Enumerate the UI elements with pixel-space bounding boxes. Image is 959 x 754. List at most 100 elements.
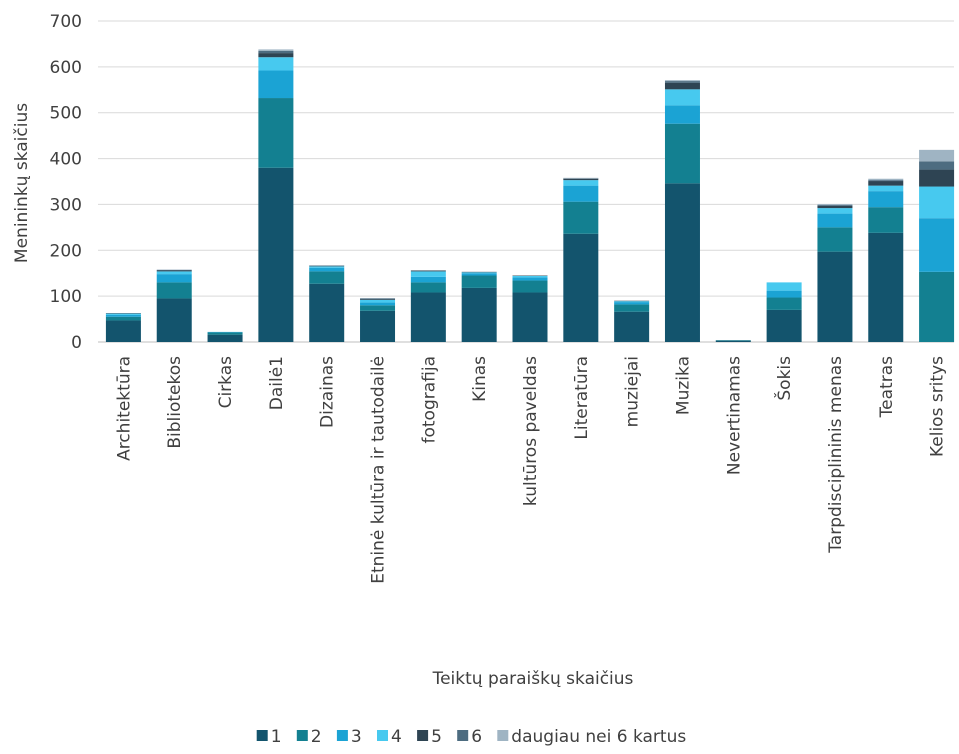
bar-segment bbox=[309, 267, 345, 272]
bar-segment bbox=[766, 297, 802, 310]
bar-segment bbox=[461, 273, 497, 276]
legend-label: daugiau nei 6 kartus bbox=[511, 727, 686, 747]
bar-segment bbox=[868, 181, 904, 186]
bar-segment bbox=[258, 98, 294, 168]
bar-segment bbox=[156, 274, 192, 283]
x-tick-label: Cirkas bbox=[216, 356, 236, 409]
x-axis-title: Teiktų paraiškų skaičius bbox=[432, 669, 634, 689]
bar-segment bbox=[664, 183, 700, 342]
bar-segment bbox=[919, 271, 955, 342]
bar-segment bbox=[868, 185, 904, 192]
bar-segment bbox=[563, 233, 599, 342]
y-tick-label: 400 bbox=[50, 150, 82, 170]
y-tick-label: 100 bbox=[50, 287, 82, 307]
bar-segment bbox=[258, 53, 294, 58]
bar-segment bbox=[360, 302, 396, 306]
x-tick-label: Teatras bbox=[877, 356, 897, 418]
bar-segment bbox=[512, 292, 548, 342]
bar-segment bbox=[207, 332, 243, 335]
bar-segment bbox=[461, 272, 497, 274]
bar-segment bbox=[614, 311, 650, 342]
bar-segment bbox=[664, 81, 700, 83]
bar-segment bbox=[817, 204, 853, 206]
bar-segment bbox=[156, 271, 192, 275]
bar-segment bbox=[868, 207, 904, 233]
bar-segment bbox=[258, 57, 294, 71]
y-tick-label: 700 bbox=[50, 12, 82, 32]
bar-segment bbox=[360, 298, 396, 300]
x-tick-label: Šokis bbox=[773, 356, 795, 401]
bar-segment bbox=[360, 305, 396, 311]
bar-segment bbox=[766, 309, 802, 342]
x-tick-label: Bibliotekos bbox=[165, 356, 185, 449]
y-axis-title: Menininkų skaičius bbox=[12, 103, 32, 263]
gridlines bbox=[98, 20, 954, 343]
x-tick-label: kultūros paveldas bbox=[521, 356, 541, 506]
x-tick-label: Etninė kultūra ir tautodailė bbox=[369, 356, 389, 584]
bar-segment bbox=[258, 167, 294, 342]
bar-segment bbox=[410, 271, 446, 277]
bars bbox=[105, 49, 955, 342]
y-tick-label: 500 bbox=[50, 104, 82, 124]
bar-segment bbox=[817, 227, 853, 252]
legend-label: 5 bbox=[431, 727, 442, 747]
bar-segment bbox=[563, 201, 599, 234]
bar-segment bbox=[512, 275, 548, 278]
bar-segment bbox=[919, 169, 955, 187]
bar-segment bbox=[868, 191, 904, 208]
bar-segment bbox=[105, 320, 141, 342]
y-tick-label: 0 bbox=[71, 333, 82, 353]
bar-segment bbox=[410, 270, 446, 272]
legend-swatch bbox=[377, 730, 388, 741]
bar-segment bbox=[868, 178, 904, 181]
bar-segment bbox=[664, 89, 700, 106]
legend-swatch bbox=[457, 730, 469, 741]
legend-label: 3 bbox=[351, 727, 362, 747]
bar-segment bbox=[156, 298, 192, 342]
bar-segment bbox=[105, 314, 141, 317]
bar-segment bbox=[664, 123, 700, 184]
bar-segment bbox=[817, 205, 853, 209]
bar-segment bbox=[715, 340, 751, 342]
bar-segment bbox=[105, 313, 141, 315]
bar-segment bbox=[563, 180, 599, 186]
legend-swatch bbox=[256, 730, 268, 741]
bar-segment bbox=[410, 282, 446, 293]
legend-swatch bbox=[296, 730, 308, 741]
bar-segment bbox=[919, 161, 955, 170]
bar-segment bbox=[614, 302, 650, 305]
bar-segment bbox=[461, 275, 497, 288]
bar-segment bbox=[817, 251, 853, 342]
bar-segment bbox=[614, 304, 650, 312]
bar-segment bbox=[309, 266, 345, 268]
bar-segment bbox=[868, 180, 904, 182]
y-axis-ticks: 0 100 200 300 400 500 600 700 bbox=[50, 12, 82, 353]
bar-segment bbox=[766, 290, 802, 298]
bar-segment bbox=[360, 299, 396, 303]
bar-segment bbox=[156, 270, 192, 272]
bar-segment bbox=[817, 208, 853, 214]
bar-segment bbox=[512, 277, 548, 281]
legend-label: 2 bbox=[311, 727, 322, 747]
bar-segment bbox=[461, 287, 497, 342]
bar-segment bbox=[258, 49, 294, 51]
bar-segment bbox=[410, 292, 446, 342]
legend-label: 4 bbox=[391, 727, 402, 747]
bar-segment bbox=[410, 276, 446, 283]
bar-segment bbox=[258, 70, 294, 99]
x-tick-label: Nevertinamas bbox=[724, 356, 744, 475]
bar-segment bbox=[868, 232, 904, 342]
bar-segment bbox=[817, 213, 853, 228]
bar-segment bbox=[614, 301, 650, 303]
x-tick-label: Architektūra bbox=[114, 356, 134, 461]
bar-segment bbox=[664, 105, 700, 124]
y-tick-label: 600 bbox=[50, 58, 82, 78]
bar-segment bbox=[563, 178, 599, 181]
bar-segment bbox=[766, 282, 802, 291]
x-tick-label: Dizainas bbox=[318, 356, 338, 428]
bar-segment bbox=[258, 50, 294, 54]
x-tick-label: muziejai bbox=[623, 356, 643, 427]
x-tick-label: Muzika bbox=[673, 356, 693, 415]
bar-segment bbox=[919, 186, 955, 219]
